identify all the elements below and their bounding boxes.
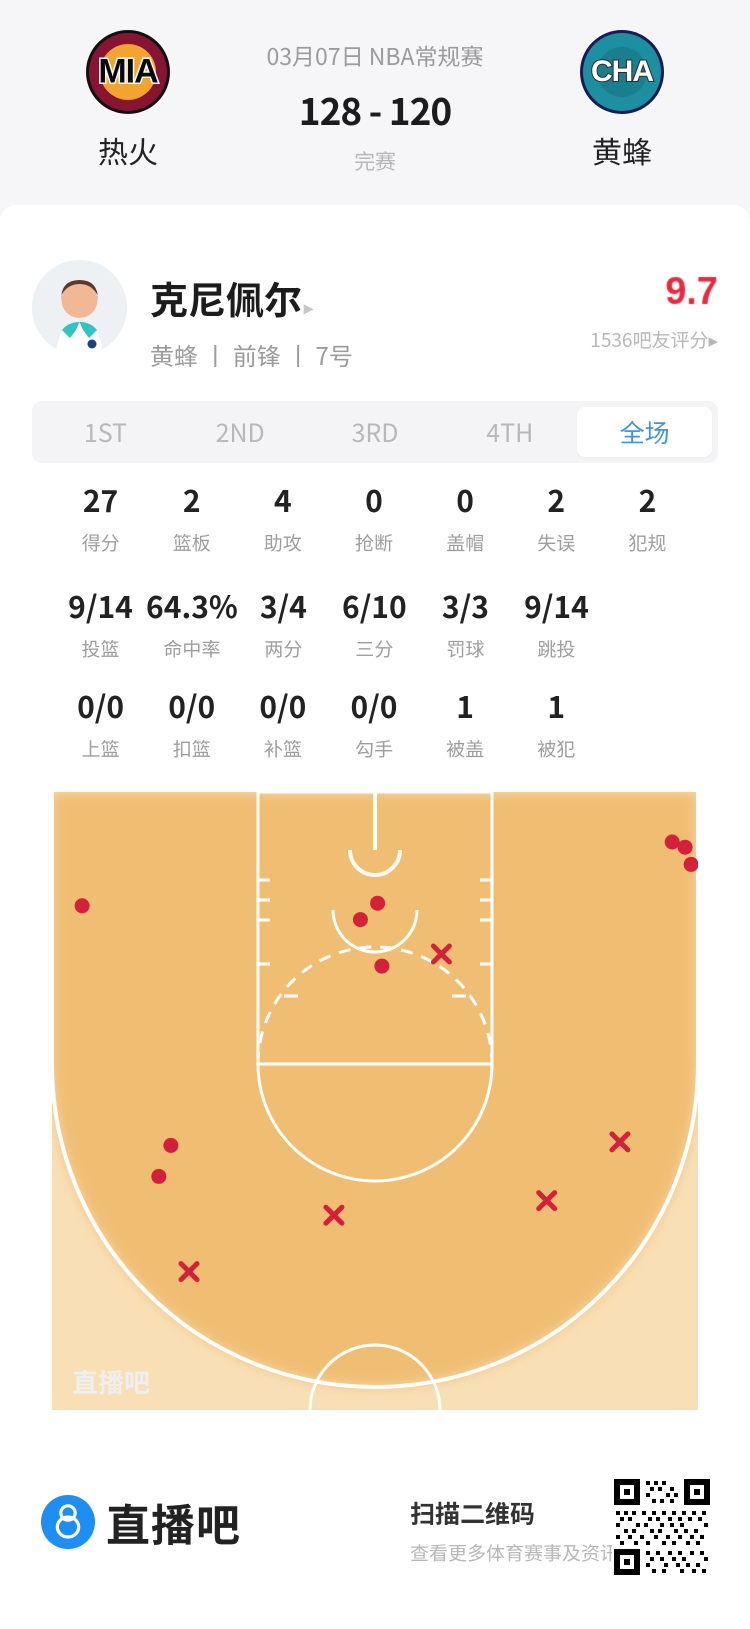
svg-text:直播吧: 直播吧 — [72, 1363, 150, 1400]
